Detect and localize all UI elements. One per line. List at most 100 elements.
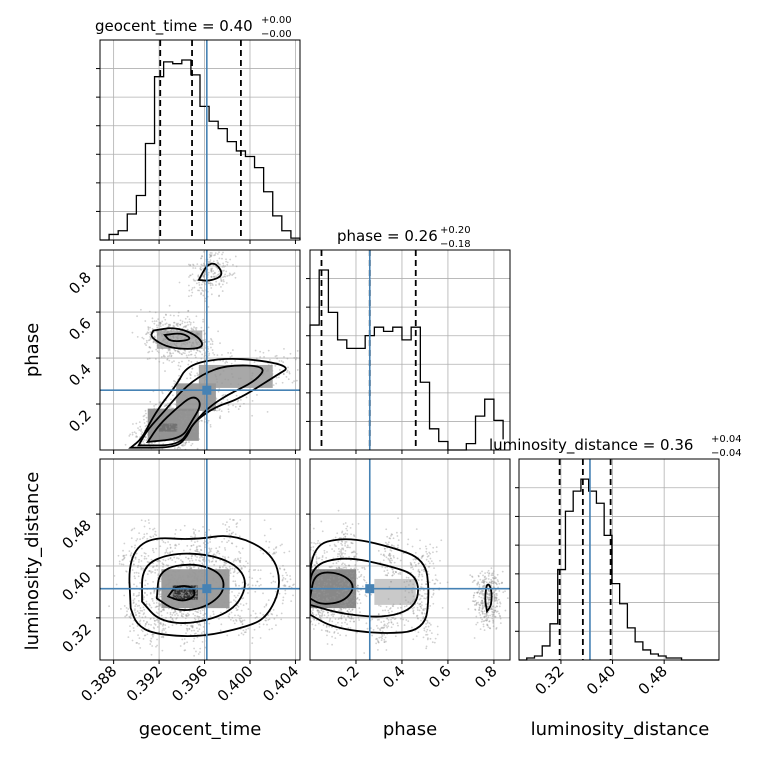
scatter-point bbox=[173, 348, 176, 351]
scatter-point bbox=[356, 597, 359, 600]
scatter-point bbox=[241, 623, 244, 626]
scatter-point bbox=[197, 630, 199, 633]
scatter-point bbox=[224, 362, 227, 364]
scatter-point bbox=[127, 608, 130, 610]
scatter-point bbox=[209, 343, 212, 345]
scatter-point bbox=[229, 356, 232, 358]
scatter-point bbox=[163, 405, 166, 408]
scatter-point bbox=[421, 575, 424, 578]
scatter-point bbox=[495, 597, 498, 600]
scatter-point bbox=[351, 575, 354, 577]
contours-2-0 bbox=[128, 535, 280, 637]
scatter-point bbox=[186, 574, 189, 577]
scatter-point bbox=[145, 333, 147, 336]
scatter-point bbox=[228, 241, 230, 243]
scatter-point bbox=[272, 575, 275, 578]
scatter-point bbox=[308, 605, 310, 607]
scatter-point bbox=[145, 451, 147, 453]
scatter-point bbox=[194, 327, 197, 330]
scatter-point bbox=[265, 619, 267, 622]
scatter-point bbox=[189, 353, 192, 356]
scatter-point bbox=[321, 556, 324, 559]
scatter-point bbox=[482, 620, 485, 623]
scatter-point bbox=[213, 553, 215, 556]
scatter-point bbox=[178, 438, 181, 441]
scatter-point bbox=[175, 322, 178, 325]
scatter-point bbox=[294, 358, 297, 361]
scatter-point bbox=[389, 607, 392, 609]
scatter-point bbox=[225, 521, 228, 524]
scatter-point bbox=[160, 332, 163, 335]
scatter-point bbox=[136, 566, 139, 569]
scatter-point bbox=[389, 554, 392, 557]
scatter-point bbox=[195, 338, 198, 341]
scatter-point bbox=[171, 593, 174, 596]
scatter-point bbox=[292, 583, 295, 586]
scatter-point bbox=[147, 623, 150, 626]
scatter-point bbox=[169, 546, 172, 549]
scatter-point bbox=[189, 567, 192, 570]
scatter-point bbox=[129, 625, 131, 628]
scatter-point bbox=[348, 616, 351, 619]
scatter-point bbox=[200, 283, 203, 286]
scatter-point bbox=[178, 281, 181, 284]
scatter-point bbox=[390, 544, 393, 546]
scatter-point bbox=[166, 332, 169, 334]
scatter-point bbox=[381, 626, 383, 629]
scatter-point bbox=[188, 441, 190, 443]
scatter-point bbox=[282, 564, 284, 567]
scatter-point bbox=[423, 568, 426, 571]
scatter-point bbox=[407, 538, 410, 541]
scatter-point bbox=[365, 581, 368, 584]
scatter-point bbox=[251, 378, 253, 381]
scatter-point bbox=[226, 567, 229, 570]
scatter-point bbox=[405, 619, 408, 621]
title-luminosity-distance: luminosity_distance = 0.36 +0.04 −0.04 bbox=[489, 434, 742, 459]
scatter-point bbox=[173, 601, 176, 604]
scatter-point bbox=[351, 523, 354, 526]
scatter-point bbox=[188, 582, 190, 585]
scatter-point bbox=[144, 623, 147, 626]
scatter-point bbox=[139, 607, 142, 609]
scatter-point bbox=[202, 262, 205, 265]
scatter-point bbox=[171, 559, 174, 562]
scatter-point bbox=[340, 610, 343, 613]
scatter-point bbox=[210, 252, 213, 254]
scatter-point bbox=[487, 616, 490, 619]
scatter-point bbox=[135, 585, 138, 588]
scatter-point bbox=[330, 601, 333, 603]
scatter-point bbox=[173, 556, 176, 559]
scatter-point bbox=[196, 332, 199, 335]
scatter-point bbox=[390, 621, 393, 624]
scatter-point bbox=[307, 605, 309, 607]
scatter-point bbox=[211, 366, 214, 369]
scatter-point bbox=[198, 420, 201, 423]
scatter-point bbox=[216, 605, 219, 608]
scatter-point bbox=[494, 609, 496, 612]
scatter-point bbox=[178, 417, 181, 419]
scatter-point bbox=[346, 610, 349, 612]
scatter-point bbox=[233, 594, 236, 597]
scatter-point bbox=[474, 599, 477, 602]
scatter-point bbox=[347, 582, 350, 585]
scatter-point bbox=[170, 584, 173, 587]
scatter-point bbox=[192, 404, 195, 407]
scatter-point bbox=[158, 321, 161, 324]
scatter-point bbox=[135, 552, 138, 555]
scatter-point bbox=[176, 345, 179, 348]
scatter-point bbox=[241, 547, 244, 550]
scatter-point bbox=[223, 561, 226, 564]
scatter-point bbox=[161, 333, 164, 335]
scatter-point bbox=[425, 603, 428, 606]
scatter-point bbox=[222, 264, 225, 267]
scatter-point bbox=[188, 276, 190, 278]
scatter-point bbox=[120, 607, 122, 610]
scatter-point bbox=[216, 381, 219, 383]
scatter-point bbox=[322, 605, 325, 608]
scatter-point bbox=[170, 329, 173, 332]
scatter-point bbox=[186, 341, 189, 344]
scatter-point bbox=[183, 643, 186, 645]
scatter-point bbox=[210, 346, 212, 349]
scatter-point bbox=[318, 596, 321, 599]
scatter-point bbox=[144, 425, 147, 428]
